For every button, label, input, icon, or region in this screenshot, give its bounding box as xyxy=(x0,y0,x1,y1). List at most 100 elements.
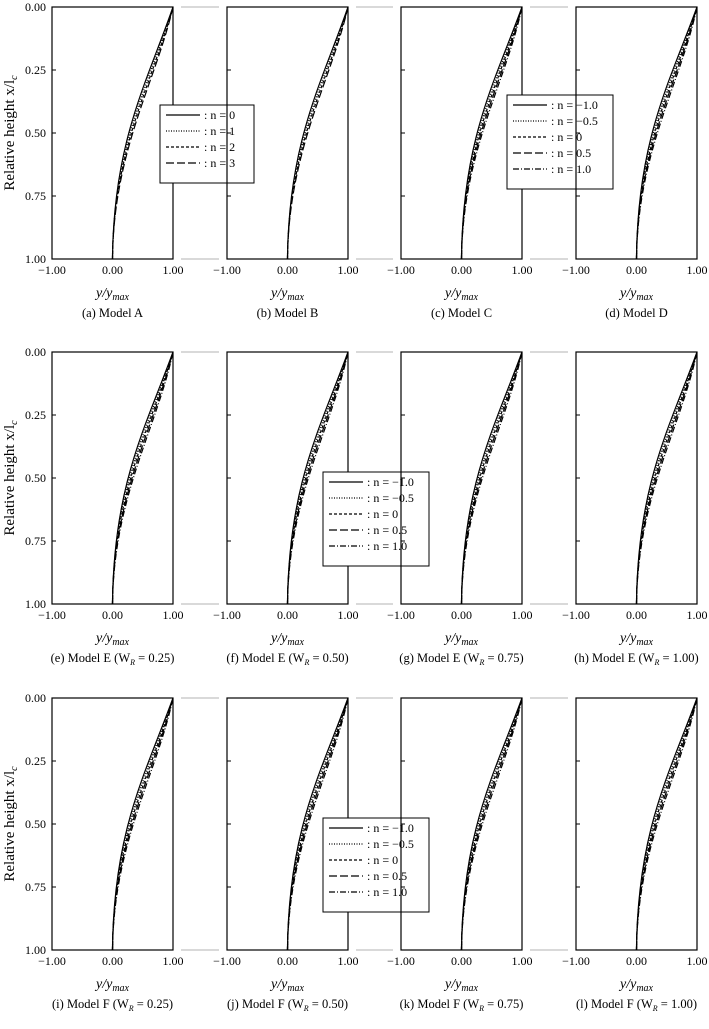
x-tick-label: 0.00 xyxy=(626,608,647,622)
x-axis-label: y/ymax xyxy=(94,631,130,648)
plot-frame xyxy=(51,697,174,951)
series-line-2 xyxy=(460,6,523,260)
series-line-2 xyxy=(286,6,349,260)
legend-label-2: : n = 0 xyxy=(551,130,582,144)
series-line-2 xyxy=(635,351,698,605)
x-axis-label: y/ymax xyxy=(269,631,305,648)
legend-label-4: : n = 1.0 xyxy=(551,162,591,176)
legend-label-4: : n = 1.0 xyxy=(367,885,407,899)
y-tick-label: 0.75 xyxy=(25,534,46,548)
chart-panel-e: 0.000.250.500.751.00−1.00 0.00 1.00y/ymax(… xyxy=(25,345,219,667)
legend-label-0: : n = 0 xyxy=(204,108,235,122)
series-line-1 xyxy=(635,6,698,260)
legend: : n = −1.0: n = −0.5: n = 0: n = 0.5: n … xyxy=(322,471,430,567)
y-tick-label: 0.00 xyxy=(25,0,46,14)
x-tick-label: 1.00 xyxy=(163,263,184,277)
legend-label-2: : n = 0 xyxy=(367,853,398,867)
x-tick-label: 0.00 xyxy=(102,263,123,277)
x-tick-label: 0.00 xyxy=(451,608,472,622)
series-line-4 xyxy=(111,351,174,605)
plot-frame xyxy=(400,6,523,260)
series-line-3 xyxy=(111,697,174,951)
chart-panel-g: −1.00 0.00 1.00 y/ymax (g) Model E (WR = 0.7… xyxy=(387,351,568,667)
x-tick-label: −1.00 xyxy=(213,954,241,968)
x-tick-label: 0.00 xyxy=(626,263,647,277)
legend-box xyxy=(506,94,614,190)
series-line-2 xyxy=(111,351,174,605)
x-tick-label: 1.00 xyxy=(687,608,708,622)
panel-caption: (k) Model F (WR = 0.75) xyxy=(400,997,524,1013)
x-tick-label: 1.00 xyxy=(338,263,359,277)
chart-panel-k: −1.00 0.00 1.00 y/ymax (k) Model F (WR = 0.7… xyxy=(387,697,568,1013)
legend-box xyxy=(159,104,255,184)
series-line-3 xyxy=(635,351,698,605)
x-tick-label: 0.00 xyxy=(102,608,123,622)
plot-frame xyxy=(575,351,698,605)
x-axis-label: y/ymax xyxy=(443,977,479,994)
x-tick-label: 0.00 xyxy=(626,954,647,968)
panel-caption: (e) Model E (WR = 0.25) xyxy=(51,651,175,667)
legend-label-1: : n = −0.5 xyxy=(367,491,414,505)
chart-panel-b: −1.00 0.00 1.00 y/ymax (b) Model B xyxy=(213,6,393,320)
series-line-1 xyxy=(286,6,349,260)
x-tick-label: 1.00 xyxy=(338,608,359,622)
series-line-3 xyxy=(286,6,349,260)
legend-label-3: : n = 0.5 xyxy=(367,869,407,883)
legend: : n = −1.0 : n = −0.5 : n = 0 : n = 0.5 : n … xyxy=(322,817,430,913)
legend-label-1: : n = −0.5 xyxy=(367,837,414,851)
series-line-1 xyxy=(635,351,698,605)
series-line-0 xyxy=(635,697,698,951)
y-tick-label: 1.00 xyxy=(25,597,46,611)
y-tick-label: 0.50 xyxy=(25,126,46,140)
series-line-0 xyxy=(286,6,349,260)
legend-label-3: : n = 0.5 xyxy=(551,146,591,160)
legend-label-1: : n = 1 xyxy=(204,124,235,138)
panel-caption: (f) Model E (WR = 0.50) xyxy=(226,651,348,667)
x-tick-label: 0.00 xyxy=(277,608,298,622)
series-line-3 xyxy=(111,351,174,605)
chart-panel-h: −1.00 0.00 1.00 y/ymax (h) Model E (WR = 1.0… xyxy=(562,351,708,667)
series-line-2 xyxy=(635,697,698,951)
series-line-1 xyxy=(460,6,523,260)
series-line-3 xyxy=(460,6,523,260)
panel-caption: (l) Model F (WR = 1.00) xyxy=(576,997,697,1013)
series-line-2 xyxy=(460,351,523,605)
series-line-4 xyxy=(635,6,698,260)
series-line-1 xyxy=(111,6,174,260)
x-tick-label: 0.00 xyxy=(451,954,472,968)
series-line-2 xyxy=(111,697,174,951)
x-axis-label: y/ymax xyxy=(94,286,130,303)
panel-caption: (j) Model F (WR = 0.50) xyxy=(227,997,348,1013)
series-line-2 xyxy=(460,697,523,951)
x-axis-label: y/ymax xyxy=(618,286,654,303)
panel-caption: (b) Model B xyxy=(257,306,319,320)
legend-label-0: : n = −1.0 xyxy=(367,821,414,835)
x-axis-label: y/ymax xyxy=(269,977,305,994)
series-line-1 xyxy=(111,351,174,605)
chart-panel-l: −1.00 0.00 1.00 y/ymax (l) Model F (WR = 1.0… xyxy=(562,697,708,1013)
y-tick-label: 0.00 xyxy=(25,345,46,359)
x-tick-label: −1.00 xyxy=(213,263,241,277)
x-axis-label: y/ymax xyxy=(618,631,654,648)
series-line-2 xyxy=(286,697,349,951)
y-axis-label-row-2: Relative height x/lc xyxy=(2,420,20,536)
series-line-1 xyxy=(111,697,174,951)
legend-label-0: : n = −1.0 xyxy=(367,475,414,489)
x-tick-label: 1.00 xyxy=(512,954,533,968)
series-line-3 xyxy=(286,697,349,951)
legend-label-0: : n = −1.0 xyxy=(551,98,598,112)
x-tick-label: 1.00 xyxy=(338,954,359,968)
legend: : n = −1.0: n = −0.5: n = 0: n = 0.5: n … xyxy=(506,94,614,190)
x-axis-label: y/ymax xyxy=(269,286,305,303)
y-tick-label: 1.00 xyxy=(25,943,46,957)
legend-box xyxy=(322,817,430,913)
y-tick-label: 0.25 xyxy=(25,63,46,77)
legend-label-3: : n = 3 xyxy=(204,156,235,170)
series-line-3 xyxy=(111,6,174,260)
panel-caption: (c) Model C xyxy=(431,306,492,320)
series-line-1 xyxy=(286,351,349,605)
plot-frame xyxy=(51,351,174,605)
x-tick-label: −1.00 xyxy=(562,608,590,622)
panel-caption: (i) Model F (WR = 0.25) xyxy=(52,997,173,1013)
series-line-1 xyxy=(460,351,523,605)
